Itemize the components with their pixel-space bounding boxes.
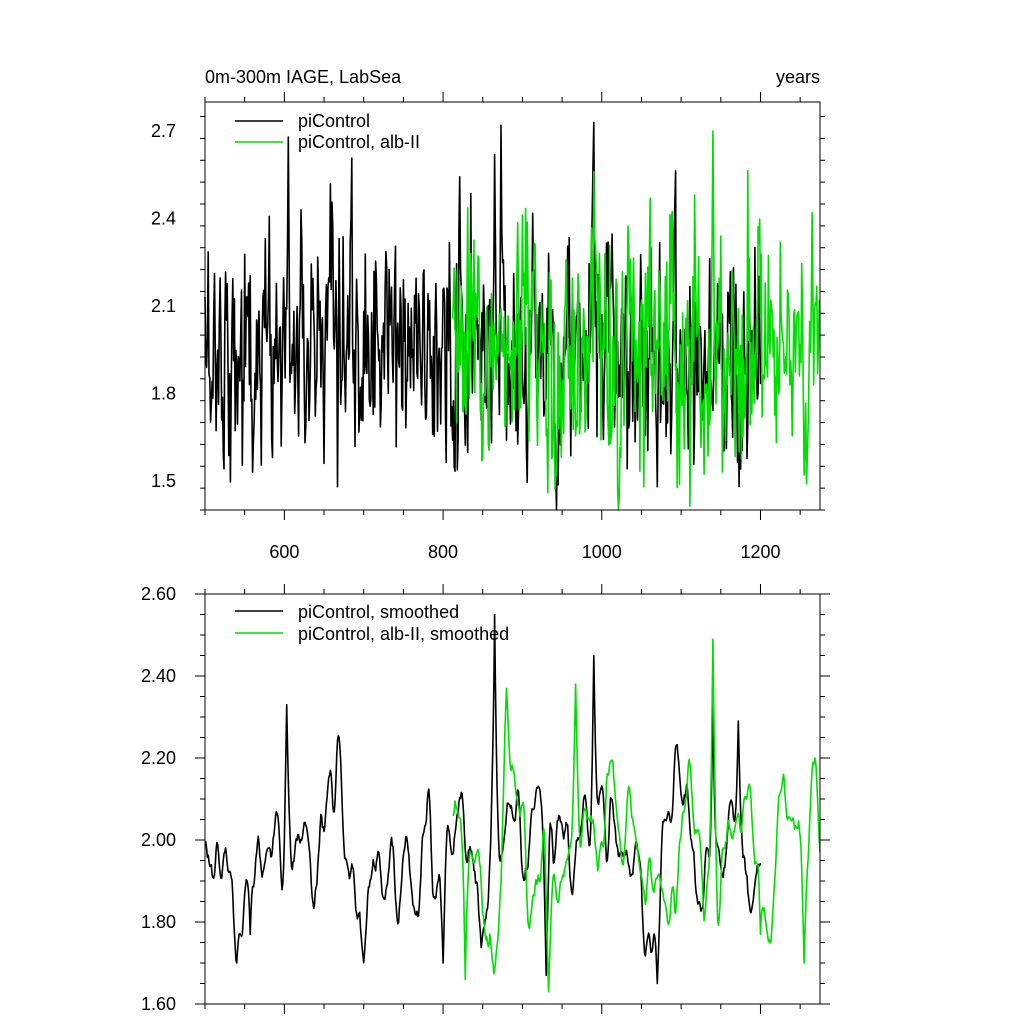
bottom-plot-frame — [204, 593, 821, 1005]
x-tick-label: 1000 — [582, 542, 622, 562]
bottom-legend: piControl, smoothed piControl, alb-II, s… — [235, 602, 509, 644]
bottom-axis-ticks: 1.60 1.80 2.00 2.20 2.40 2.60 — [141, 584, 830, 1014]
top-title-left: 0m-300m IAGE, LabSea — [205, 67, 402, 87]
bottom-legend-label-1: piControl, alb-II, smoothed — [298, 624, 509, 644]
top-legend-label-0: piControl — [298, 111, 370, 131]
y-tick-label: 2.20 — [141, 748, 176, 768]
top-plot-frame — [204, 101, 821, 511]
y-tick-label: 2.4 — [151, 209, 176, 229]
bottom-series-group — [204, 613, 821, 993]
y-tick-label: 1.5 — [151, 471, 176, 491]
x-tick-label: 800 — [428, 542, 458, 562]
top-title-right: years — [776, 67, 820, 87]
y-tick-label: 2.60 — [141, 584, 176, 604]
y-tick-label: 1.80 — [141, 912, 176, 932]
top-axis-ticks: 600 800 1000 1200 1.5 1.8 2.1 2.4 2.7 — [151, 92, 825, 562]
series-line-1 — [452, 638, 821, 993]
top-legend-label-1: piControl, alb-II — [298, 132, 420, 152]
x-tick-label: 1200 — [740, 542, 780, 562]
x-tick-label: 600 — [269, 542, 299, 562]
bottom-legend-label-0: piControl, smoothed — [298, 602, 459, 622]
top-legend: piControl piControl, alb-II — [235, 111, 420, 152]
top-panel: 0m-300m IAGE, LabSea years 600 800 1000 120… — [151, 67, 825, 562]
series-line-0 — [204, 613, 762, 985]
bottom-panel: 1.60 1.80 2.00 2.20 2.40 2.60 piControl, smoo… — [141, 584, 830, 1014]
y-tick-label: 2.1 — [151, 296, 176, 316]
y-tick-label: 1.60 — [141, 994, 176, 1014]
y-tick-label: 1.8 — [151, 383, 176, 403]
series-line-1 — [451, 130, 821, 511]
top-series-group — [204, 121, 821, 511]
y-tick-label: 2.7 — [151, 121, 176, 141]
y-tick-label: 2.40 — [141, 666, 176, 686]
y-tick-label: 2.00 — [141, 830, 176, 850]
